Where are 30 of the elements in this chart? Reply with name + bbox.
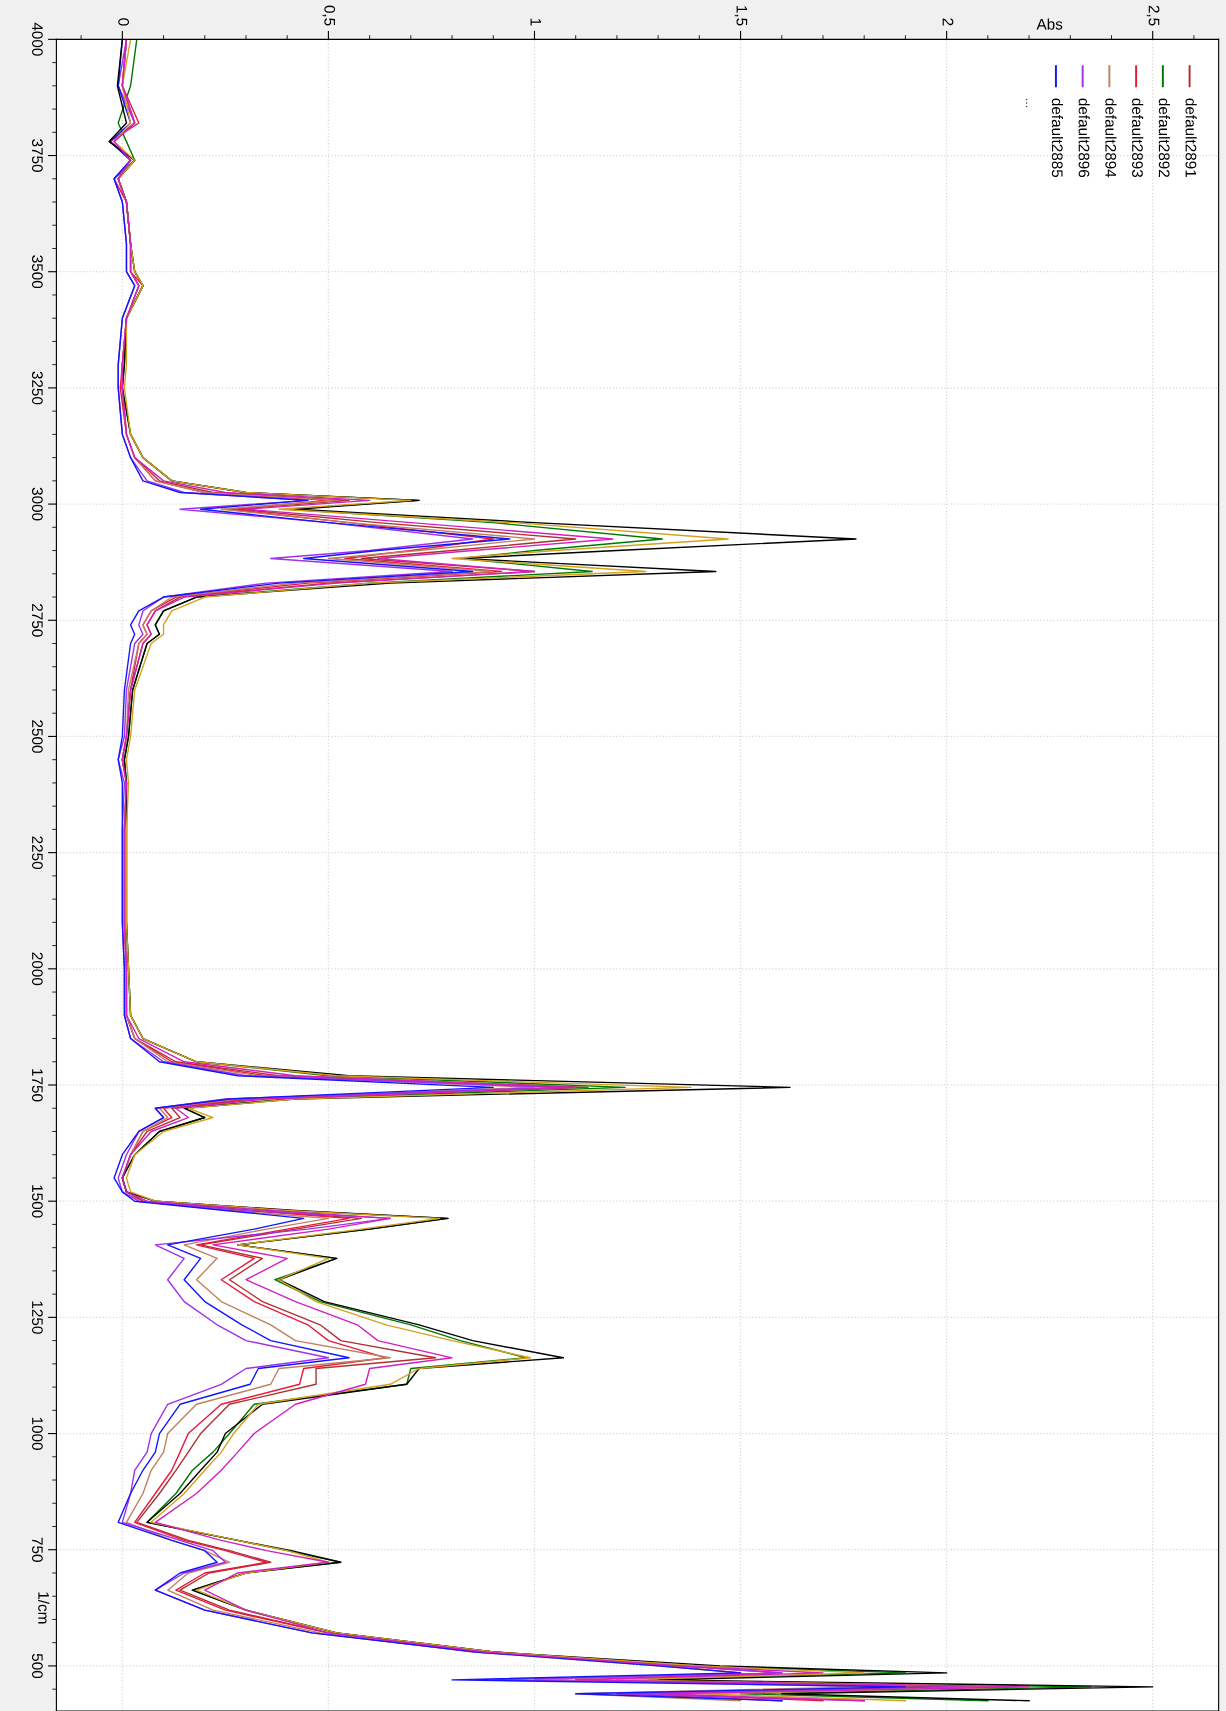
y-tick-label: 1750 [31,1069,43,1102]
y-tick-label: 2250 [31,836,43,870]
x-axis-title: Abs [1036,18,1063,30]
y-tick-label: 3250 [31,371,43,405]
annotation: ... [1025,99,1028,108]
x-tick-label: 1 [530,18,542,26]
x-tick-label: 2,5 [1146,5,1160,26]
y-tick-label: 1000 [31,1417,43,1450]
y-tick-label: 500 [31,1653,43,1679]
y-axis-title: 1/cm [38,1592,50,1624]
legend-label: default2885 [1051,98,1064,178]
y-tick-label: 2000 [31,952,43,986]
legend-label: default2893 [1132,98,1144,178]
legend-label: default2892 [1158,98,1170,177]
x-tick-label: 0,5 [322,5,336,26]
legend-label: default2891 [1185,98,1197,177]
legend-label: default2896 [1078,98,1090,178]
y-tick-label: 3750 [31,139,43,172]
y-tick-label: 1250 [31,1301,43,1334]
x-tick-label: 0 [118,18,130,26]
x-tick-label: 1,5 [734,6,748,26]
y-tick-label: 3000 [31,487,43,521]
legend-label: default2894 [1105,98,1117,178]
y-tick-label: 2500 [31,720,43,753]
y-tick-label: 4000 [31,22,43,56]
y-tick-label: 1500 [31,1185,43,1218]
y-tick-label: 3500 [31,255,43,289]
y-tick-label: 750 [31,1537,43,1562]
x-tick-label: 2 [942,18,954,26]
y-tick-label: 2750 [31,604,43,637]
